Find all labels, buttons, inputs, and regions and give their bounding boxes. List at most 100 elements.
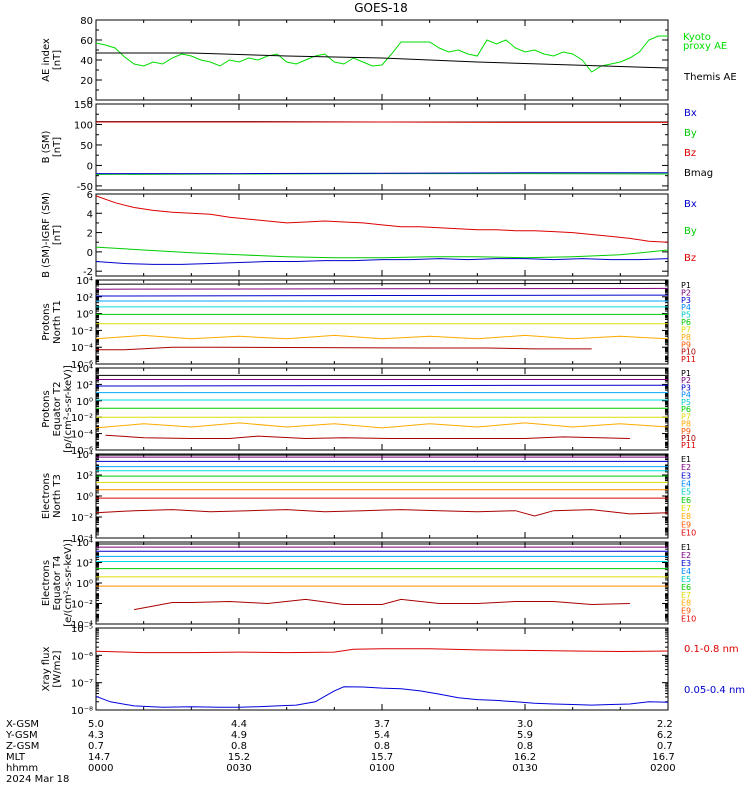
- y-axis-label: B (SM)-IGRF (SM): [41, 192, 52, 278]
- y-tick-label: 150: [74, 100, 93, 111]
- legend-entry: P3: [681, 296, 691, 305]
- y-tick-label: 40: [80, 56, 93, 67]
- panel-eequator: 10⁴ 10² 10⁰ 10⁻² 10⁻⁴ Electrons Equator T4 [e/(…: [41, 538, 696, 631]
- y-tick-label: 10²: [76, 559, 93, 570]
- series-p3: [95, 294, 669, 297]
- legend-entry: E10: [681, 529, 696, 538]
- legend-entry: proxy AE: [683, 41, 727, 52]
- series-e9: [134, 598, 630, 611]
- legend-entry: E9: [681, 520, 691, 529]
- y-tick-label: 4: [87, 209, 93, 220]
- legend-entry: Bmag: [684, 168, 713, 179]
- series-p8: [95, 422, 669, 429]
- y-tick-label: 50: [80, 141, 93, 152]
- y-axis-label: [nT]: [52, 50, 63, 70]
- y-tick-label: 2: [87, 229, 93, 240]
- y-tick-label: 6: [87, 190, 93, 201]
- series-bx: [96, 172, 668, 175]
- series-bx: [95, 258, 669, 265]
- y-tick-label: 10⁴: [76, 276, 93, 287]
- series-0-05-0-4-nm: [95, 686, 669, 708]
- series-e10: [95, 509, 669, 517]
- y-axis-label: Protons: [41, 390, 52, 427]
- legend-entry: By: [684, 128, 697, 139]
- y-tick-label: 10²: [76, 471, 93, 482]
- y-tick-label: 10⁰: [76, 492, 93, 503]
- y-tick-label: 10²: [76, 293, 93, 304]
- panel-dbm: -2 0 2 4 6 B (SM)-IGRF (SM) [nT] Bx By Bz: [41, 190, 697, 278]
- y-axis-label: AE index: [41, 38, 52, 82]
- y-tick-label: 10⁻⁴: [71, 620, 93, 631]
- y-axis-label: North T3: [52, 474, 63, 518]
- y-axis-label: Equator T4: [52, 556, 63, 611]
- legend-entry: P9: [681, 340, 691, 349]
- y-axis-label: [p/(cm²-s-sr-keV)]: [63, 365, 74, 453]
- legend-entry: E7: [681, 591, 691, 600]
- y-tick-label: 80: [80, 16, 93, 27]
- y-tick-label: 10⁻⁶: [71, 446, 93, 457]
- legend-entry: E2: [681, 551, 691, 560]
- legend-entry: P7: [681, 325, 691, 334]
- y-tick-label: 10⁻⁸: [71, 706, 93, 717]
- panel-frame: [95, 279, 669, 365]
- legend-entry: P8: [681, 420, 691, 429]
- panel-frame: [95, 193, 669, 277]
- y-tick-label: 10⁻²: [71, 600, 93, 611]
- y-tick-label: -50: [77, 182, 93, 193]
- legend-entry: Themis AE: [683, 72, 737, 83]
- y-axis-label: B (SM): [41, 130, 52, 163]
- panel-enorth: 10⁴ 10² 10⁰ 10⁻² 10⁻⁴ Electrons North T3 E1E2E3…: [41, 450, 696, 545]
- legend-entry: 0.05-0.4 nm: [684, 685, 745, 696]
- y-tick-label: 10⁻²: [71, 513, 93, 524]
- y-axis-label: Electrons: [41, 560, 52, 606]
- legend-entry: P10: [681, 348, 696, 357]
- series-p8: [95, 334, 669, 340]
- legend-entry: E2: [681, 463, 691, 472]
- legend-entry: P8: [681, 333, 691, 342]
- y-tick-label: 10⁻⁵: [71, 624, 93, 635]
- legend-entry: P10: [681, 434, 696, 443]
- y-axis-label: [e/(cm²-s-sr-keV)]: [63, 539, 74, 627]
- panel-frame: [95, 627, 669, 711]
- legend-entry: P2: [681, 288, 691, 297]
- legend-entry: P3: [681, 383, 691, 392]
- legend-entry: Bz: [684, 253, 696, 264]
- legend-entry: E5: [681, 488, 691, 497]
- legend-entry: E4: [681, 567, 691, 576]
- panel-frame: [95, 541, 669, 625]
- y-axis-label: [W/m2]: [52, 650, 63, 687]
- legend-entry: E4: [681, 480, 691, 489]
- y-tick-label: 10⁴: [76, 450, 93, 461]
- y-tick-label: 60: [80, 36, 93, 47]
- series-themis-ae: [96, 52, 669, 69]
- legend-entry: P7: [681, 412, 691, 421]
- y-tick-label: 0: [87, 248, 93, 259]
- legend-entry: E8: [681, 599, 691, 608]
- series-kyoto-proxy-ae: [95, 35, 668, 73]
- legend-entry: Bx: [684, 199, 697, 210]
- y-axis-label: North T1: [52, 300, 63, 344]
- series-p9: [105, 434, 630, 440]
- y-tick-label: 10⁰: [76, 579, 93, 590]
- legend-entry: Bx: [684, 108, 697, 119]
- legend-entry: E9: [681, 607, 691, 616]
- panel-b: -50 0 50 100 150 B (SM) [nT] Bx By Bz Bmag: [41, 100, 713, 193]
- y-axis-label: [nT]: [52, 225, 63, 245]
- legend-entry: Kyoto: [683, 32, 711, 43]
- legend-entry: P11: [681, 441, 696, 450]
- legend-entry: P6: [681, 405, 691, 414]
- y-axis-label: Xray flux: [41, 647, 52, 692]
- y-tick-label: 10⁰: [76, 310, 93, 321]
- series-0-1-0-8-nm: [95, 648, 669, 654]
- panel-pnorth: 10⁴ 10² 10⁰ 10⁻² 10⁻⁴ 10⁻⁶ Protons North T1 P1P2…: [41, 276, 696, 371]
- y-tick-label: 100: [74, 120, 93, 131]
- legend-entry: E3: [681, 471, 691, 480]
- legend-entry: E7: [681, 504, 691, 513]
- y-axis-label: Equator T2: [52, 382, 63, 437]
- y-tick-label: 10⁻⁴: [71, 430, 93, 441]
- legend-entry: Bz: [684, 148, 696, 159]
- y-tick-label: 10⁻²: [71, 326, 93, 337]
- legend-entry: E6: [681, 583, 691, 592]
- legend-entry: P5: [681, 398, 691, 407]
- y-tick-label: 10²: [76, 380, 93, 391]
